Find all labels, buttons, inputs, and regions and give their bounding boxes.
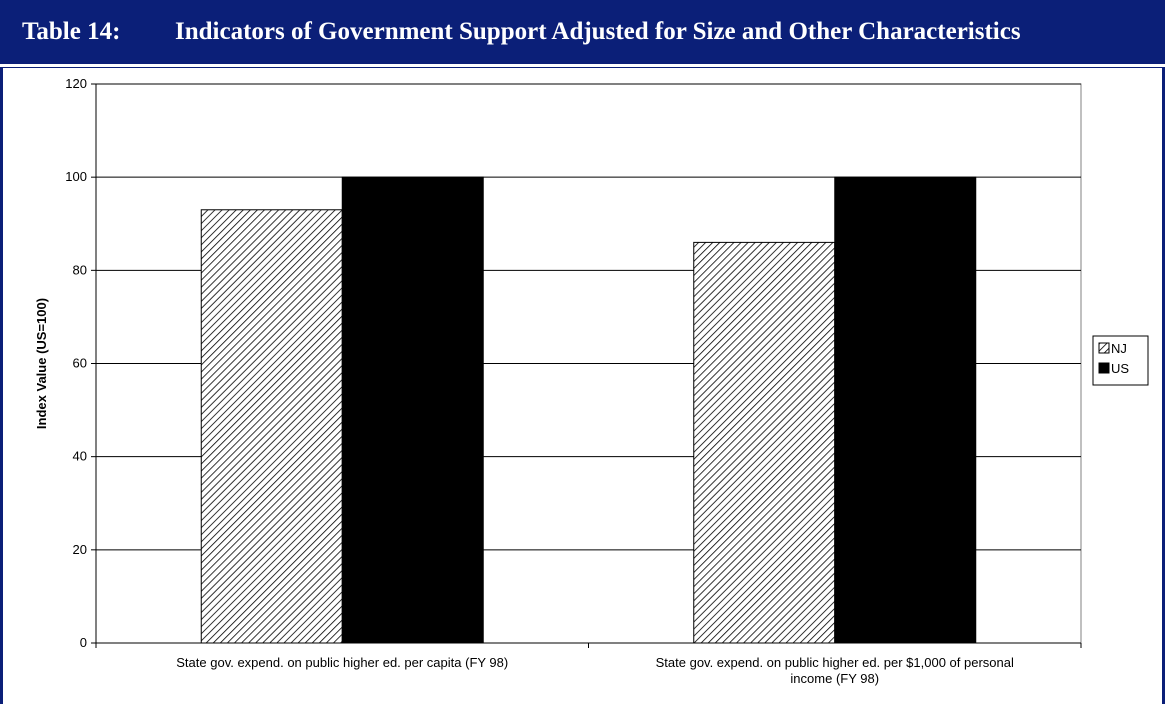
y-axis-label: Index Value (US=100) [34, 298, 49, 429]
legend-swatch-nj [1098, 342, 1110, 354]
legend-label-us: US [1111, 361, 1129, 376]
y-tick-label: 80 [73, 262, 87, 277]
table-number: Table 14: [22, 18, 121, 45]
bar-nj [200, 209, 343, 644]
bar-us [834, 176, 977, 644]
header-rule [0, 64, 1165, 68]
bar-us [341, 176, 484, 644]
y-tick-label: 20 [73, 542, 87, 557]
y-tick-label: 100 [65, 169, 87, 184]
y-tick-label: 0 [80, 635, 87, 650]
x-category-label: income (FY 98) [790, 671, 879, 686]
x-category-label: State gov. expend. on public higher ed. … [656, 655, 1014, 670]
header-rule-line [0, 67, 1165, 68]
y-tick-label: 60 [73, 356, 87, 371]
table-header: Table 14: Indicators of Government Suppo… [0, 0, 1165, 64]
x-category-label: State gov. expend. on public higher ed. … [176, 655, 508, 670]
legend-label-nj: NJ [1111, 341, 1127, 356]
table-title: Indicators of Government Support Adjuste… [175, 18, 1021, 45]
y-tick-label: 40 [73, 449, 87, 464]
y-tick-label: 120 [65, 76, 87, 91]
legend-swatch-us [1098, 362, 1110, 374]
bar-nj [693, 241, 836, 644]
